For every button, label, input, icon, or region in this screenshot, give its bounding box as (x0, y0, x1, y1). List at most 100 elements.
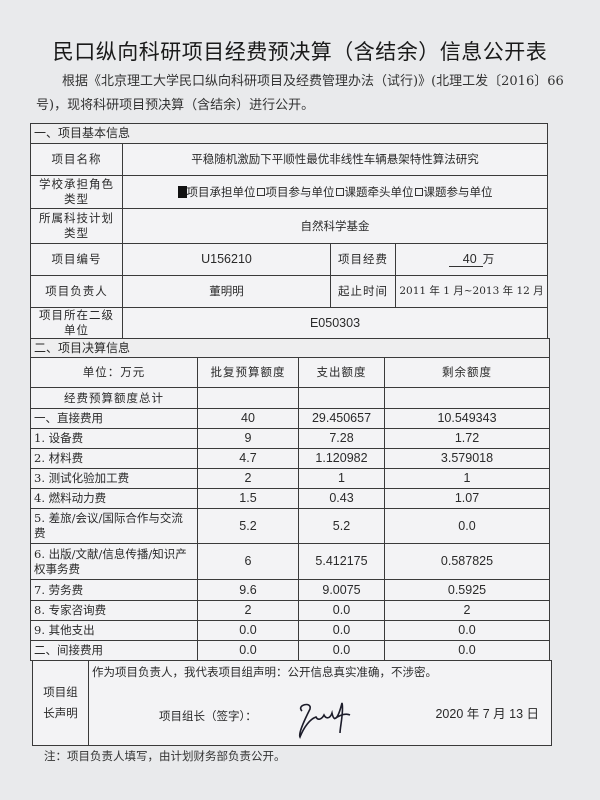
remaining-cell: 0.587825 (384, 543, 550, 580)
spent-cell: 9.0075 (298, 579, 385, 601)
column-header: 支出额度 (298, 357, 385, 388)
footnote: 注：项目负责人填写，由计划财务部负责公开。 (44, 749, 286, 763)
declaration-statement: 作为项目负责人，我代表项目组声明：公开信息真实准确，不涉密。 (92, 665, 437, 679)
budget-cell: 0.0 (197, 620, 299, 641)
table-row: 二、间接费用 0.0 0.0 0.0 (30, 640, 550, 661)
spent-cell: 0.0 (298, 600, 385, 621)
period-value: 2011 年 1 月~2013 年 12 月 (395, 275, 548, 308)
plan-label: 所属科技计划类型 (30, 208, 123, 244)
item-cell: 8. 专家咨询费 (30, 600, 198, 621)
funding-label: 项目经费 (330, 243, 396, 276)
spent-cell (298, 387, 385, 409)
dept-value: E050303 (122, 307, 548, 339)
spent-cell: 1.120982 (298, 448, 385, 469)
number-label: 项目编号 (30, 243, 123, 276)
budget-cell: 40 (197, 408, 299, 429)
item-cell: 6. 出版/文献/信息传播/知识产权事务费 (30, 543, 198, 580)
remaining-cell (384, 387, 550, 409)
role-option-label: 项目承担单位 (186, 184, 256, 199)
role-option-label: 课题参与单位 (423, 184, 493, 199)
section-heading: 二、项目决算信息 (30, 338, 550, 358)
project-name-label: 项目名称 (30, 143, 123, 176)
table-row: 一、直接费用 40 29.450657 10.549343 (30, 408, 550, 429)
table-row: 7. 劳务费 9.6 9.0075 0.5925 (30, 579, 550, 601)
leader-name: 董明明 (122, 275, 331, 308)
remaining-cell: 1 (384, 468, 550, 489)
column-header: 单位：万元 (30, 357, 198, 388)
item-cell: 3. 测试化验加工费 (30, 468, 198, 489)
remaining-cell: 1.07 (384, 488, 550, 509)
checkbox-checked[interactable] (177, 185, 187, 198)
table-row: 2. 材料费 4.7 1.120982 3.579018 (30, 448, 550, 469)
project-number: U156210 (122, 243, 331, 276)
remaining-cell: 0.5925 (384, 579, 550, 601)
sign-label: 项目组长（签字）： (159, 709, 257, 723)
intro-paragraph: 根据《北京理工大学民口纵向科研项目及经费管理办法（试行)》(北理工发〔2016〕… (36, 74, 564, 113)
spent-cell: 0.0 (298, 640, 385, 661)
role-options: 项目承担单位 项目参与单位 课题牵头单位 课题参与单位 (122, 175, 548, 209)
spent-cell: 5.2 (298, 508, 385, 544)
declaration-table: 项目组长声明 作为项目负责人，我代表项目组声明：公开信息真实准确，不涉密。 项目… (32, 660, 552, 746)
item-cell: 4. 燃料动力费 (30, 488, 198, 509)
remaining-cell: 1.72 (384, 428, 550, 449)
table-row: 经费预算额度总计 (30, 387, 550, 409)
spent-cell: 0.43 (298, 488, 385, 509)
dept-label: 项目所在二级单位 (30, 307, 123, 339)
role-option-label: 课题牵头单位 (344, 184, 414, 199)
funding-cell: 40 万 (395, 243, 548, 276)
item-cell: 一、直接费用 (30, 408, 198, 429)
spent-cell: 29.450657 (298, 408, 385, 429)
item-cell: 1. 设备费 (30, 428, 198, 449)
table-row: 9. 其他支出 0.0 0.0 0.0 (30, 620, 550, 641)
item-cell: 5. 差旅/会议/国际合作与交流费 (30, 508, 198, 544)
funding-unit: 万 (482, 252, 495, 266)
spent-cell: 1 (298, 468, 385, 489)
item-cell: 二、间接费用 (30, 640, 198, 661)
budget-cell: 1.5 (197, 488, 299, 509)
role-option-label: 项目参与单位 (265, 184, 335, 199)
declaration-date: 2020 年 7 月 13 日 (435, 707, 539, 721)
item-cell: 2. 材料费 (30, 448, 198, 469)
remaining-cell: 0.0 (384, 620, 550, 641)
role-label: 学校承担角色类型 (30, 175, 123, 209)
checkbox-unchecked[interactable] (414, 187, 423, 196)
budget-cell: 9.6 (197, 579, 299, 601)
budget-cell: 5.2 (197, 508, 299, 544)
leader-label: 项目负责人 (30, 275, 123, 308)
item-cell: 7. 劳务费 (30, 579, 198, 601)
table-row: 4. 燃料动力费 1.5 0.43 1.07 (30, 488, 550, 509)
budget-cell: 4.7 (197, 448, 299, 469)
budget-table: 二、项目决算信息 单位：万元 批复预算额度 支出额度 剩余额度 经费预算额度总计… (30, 338, 550, 661)
table-row: 5. 差旅/会议/国际合作与交流费 5.2 5.2 0.0 (30, 508, 550, 544)
budget-cell: 0.0 (197, 640, 299, 661)
plan-value: 自然科学基金 (122, 208, 548, 244)
table-row: 3. 测试化验加工费 2 1 1 (30, 468, 550, 489)
spent-cell: 5.412175 (298, 543, 385, 580)
remaining-cell: 2 (384, 600, 550, 621)
signature-image (298, 702, 351, 739)
remaining-cell: 10.549343 (384, 408, 550, 429)
period-label: 起止时间 (330, 275, 396, 308)
column-header: 剩余额度 (384, 357, 550, 388)
column-header: 批复预算额度 (197, 357, 299, 388)
checkbox-unchecked[interactable] (335, 187, 344, 196)
budget-cell: 2 (197, 468, 299, 489)
table-row: 1. 设备费 9 7.28 1.72 (30, 428, 550, 449)
funding-value: 40 (448, 252, 483, 267)
project-name: 平稳随机激励下平顺性最优非线性车辆悬架特性算法研究 (122, 143, 548, 176)
budget-cell: 2 (197, 600, 299, 621)
remaining-cell: 0.0 (384, 640, 550, 661)
spent-cell: 0.0 (298, 620, 385, 641)
budget-cell (197, 387, 299, 409)
page-title: 民口纵向科研项目经费预决算（含结余）信息公开表 (52, 40, 548, 64)
budget-cell: 6 (197, 543, 299, 580)
declaration-label: 项目组长声明 (32, 660, 89, 746)
item-cell: 经费预算额度总计 (30, 387, 198, 409)
table-row: 6. 出版/文献/信息传播/知识产权事务费 6 5.412175 0.587825 (30, 543, 550, 580)
section-heading: 一、项目基本信息 (30, 123, 548, 144)
basic-info-table: 一、项目基本信息 项目名称 平稳随机激励下平顺性最优非线性车辆悬架特性算法研究 … (30, 123, 548, 339)
spent-cell: 7.28 (298, 428, 385, 449)
table-row: 8. 专家咨询费 2 0.0 2 (30, 600, 550, 621)
remaining-cell: 0.0 (384, 508, 550, 544)
checkbox-unchecked[interactable] (256, 187, 265, 196)
